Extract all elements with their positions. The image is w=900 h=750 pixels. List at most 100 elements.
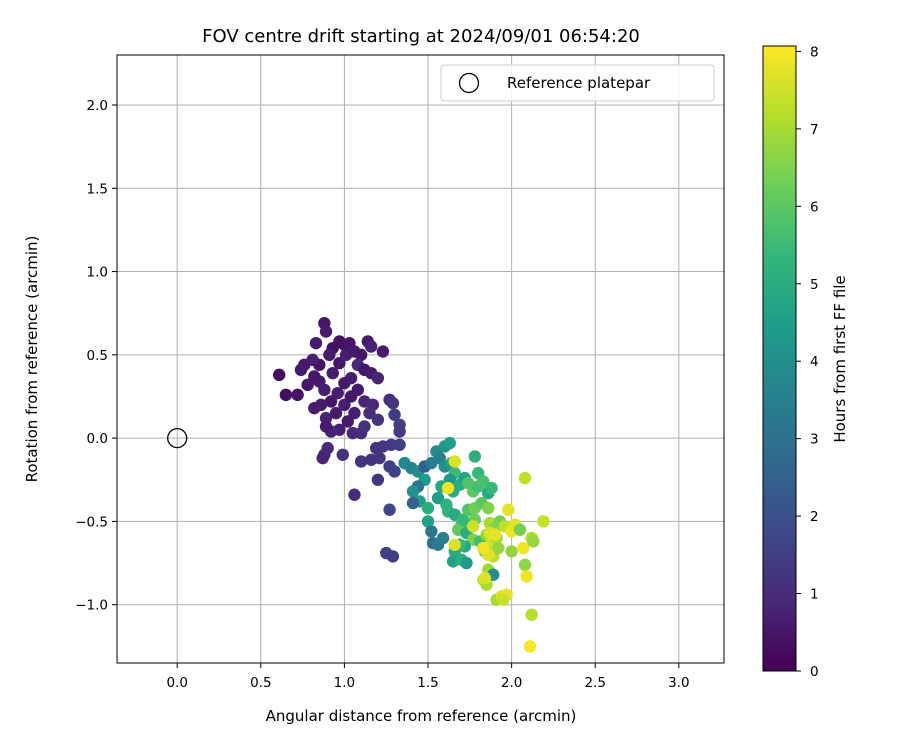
scatter-point bbox=[502, 503, 515, 516]
scatter-point bbox=[309, 336, 323, 350]
scatter-point bbox=[326, 366, 339, 380]
scatter-point bbox=[527, 535, 540, 548]
scatter-point bbox=[273, 368, 286, 382]
scatter-point bbox=[306, 353, 319, 367]
scatter-point bbox=[329, 406, 343, 420]
colorbar-tick-label: 2 bbox=[810, 509, 819, 525]
scatter-points bbox=[273, 316, 550, 653]
scatter-point bbox=[482, 501, 495, 515]
reference-marker-layer bbox=[167, 427, 188, 449]
scatter-point bbox=[492, 541, 505, 555]
scatter-point bbox=[364, 453, 378, 466]
x-tick-label: 2.0 bbox=[501, 675, 522, 691]
x-tick-label: 0.5 bbox=[250, 675, 271, 691]
x-tick-label: 0.0 bbox=[166, 675, 187, 691]
y-axis-label: Rotation from reference (arcmin) bbox=[23, 236, 41, 483]
scatter-point bbox=[477, 541, 490, 555]
scatter-point bbox=[448, 538, 461, 551]
scatter-point bbox=[371, 371, 385, 385]
scatter-point bbox=[513, 523, 527, 536]
scatter-point bbox=[505, 545, 518, 558]
plot-frame bbox=[116, 54, 725, 664]
scatter-point bbox=[537, 515, 550, 528]
x-axis-ticks: 0.0 0.5 1.0 1.5 2.0 2.5 3.0 bbox=[166, 663, 690, 691]
scatter-point bbox=[460, 556, 473, 570]
colorbar-tick-label: 1 bbox=[810, 587, 819, 603]
scatter-point bbox=[525, 608, 538, 621]
scatter-point bbox=[388, 465, 401, 478]
scatter-point bbox=[341, 415, 354, 428]
scatter-point bbox=[466, 520, 480, 533]
x-tick-label: 1.5 bbox=[417, 675, 438, 691]
scatter-point bbox=[431, 491, 445, 505]
scatter-point bbox=[485, 481, 498, 495]
x-tick-label: 3.0 bbox=[668, 675, 689, 691]
colorbar-tick-label: 0 bbox=[810, 664, 819, 680]
scatter-point bbox=[478, 571, 492, 585]
scatter-point bbox=[324, 395, 338, 408]
scatter-point bbox=[376, 345, 390, 358]
scatter-point bbox=[354, 348, 368, 362]
scatter-point bbox=[354, 455, 368, 468]
scatter-point bbox=[294, 363, 308, 377]
scatter-point bbox=[336, 448, 349, 461]
legend: Reference platepar bbox=[440, 64, 715, 102]
scatter-point bbox=[291, 388, 304, 402]
scatter-point bbox=[443, 436, 456, 450]
scatter-point bbox=[425, 525, 438, 538]
y-tick-label: 1.0 bbox=[87, 265, 108, 281]
scatter-point bbox=[518, 558, 532, 571]
scatter-point bbox=[488, 528, 502, 541]
legend-reference-label: Reference platepar bbox=[507, 74, 651, 92]
scatter-point bbox=[301, 378, 314, 392]
colorbar-tick-label: 4 bbox=[810, 354, 819, 370]
scatter-point bbox=[406, 485, 420, 498]
scatter-point bbox=[388, 408, 401, 422]
scatter-point bbox=[393, 425, 406, 438]
colorbar-label: Hours from first FF file bbox=[831, 275, 849, 442]
reference-platepar-marker bbox=[167, 427, 188, 449]
scatter-point bbox=[406, 496, 420, 510]
scatter-point bbox=[318, 383, 331, 397]
scatter-point bbox=[363, 406, 376, 420]
x-tick-label: 2.5 bbox=[585, 675, 606, 691]
colorbar-tick-label: 6 bbox=[810, 199, 819, 215]
y-tick-label: −0.5 bbox=[75, 514, 108, 530]
scatter-point bbox=[279, 388, 293, 402]
scatter-point bbox=[358, 420, 371, 433]
colorbar-frame bbox=[762, 45, 797, 672]
colorbar-tick-label: 3 bbox=[810, 432, 819, 448]
scatter-point bbox=[338, 376, 351, 390]
scatter-point bbox=[331, 386, 344, 400]
scatter-point bbox=[517, 541, 530, 555]
scatter-point bbox=[308, 370, 321, 383]
scatter-point bbox=[338, 398, 351, 412]
y-axis-ticks: −1.0 −0.5 0.0 0.5 1.0 1.5 2.0 bbox=[75, 98, 117, 614]
legend-reference-marker bbox=[458, 72, 480, 94]
y-tick-label: −1.0 bbox=[75, 598, 108, 614]
scatter-point bbox=[518, 471, 532, 485]
scatter-point bbox=[468, 450, 482, 463]
scatter-point bbox=[364, 340, 378, 353]
scatter-point bbox=[436, 531, 450, 545]
scatter-point bbox=[441, 481, 455, 495]
scatter-point bbox=[319, 420, 333, 433]
y-tick-label: 0.0 bbox=[87, 431, 108, 447]
scatter-point bbox=[386, 550, 400, 563]
y-tick-label: 1.5 bbox=[87, 181, 108, 197]
x-tick-label: 1.0 bbox=[334, 675, 355, 691]
scatter-point bbox=[421, 501, 435, 515]
scatter-point bbox=[369, 441, 383, 455]
colorbar-ticks: 0 1 2 3 4 5 6 7 8 bbox=[796, 44, 819, 680]
scatter-point bbox=[348, 406, 361, 420]
chart-title: FOV centre drift starting at 2024/09/01 … bbox=[202, 26, 640, 47]
colorbar-tick-label: 8 bbox=[810, 44, 819, 60]
y-tick-label: 2.0 bbox=[87, 98, 108, 114]
scatter-point bbox=[351, 383, 364, 397]
legend-box bbox=[440, 64, 715, 102]
scatter-point bbox=[497, 593, 510, 606]
scatter-point bbox=[333, 356, 346, 370]
colorbar-tick-label: 5 bbox=[810, 277, 819, 293]
